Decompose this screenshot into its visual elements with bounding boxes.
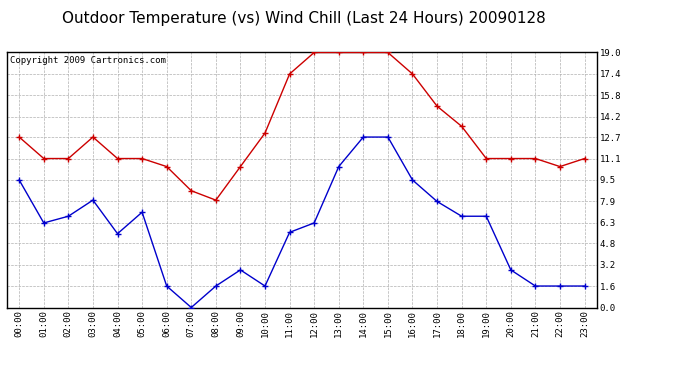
Text: Outdoor Temperature (vs) Wind Chill (Last 24 Hours) 20090128: Outdoor Temperature (vs) Wind Chill (Las… (61, 11, 546, 26)
Text: Copyright 2009 Cartronics.com: Copyright 2009 Cartronics.com (10, 56, 166, 65)
